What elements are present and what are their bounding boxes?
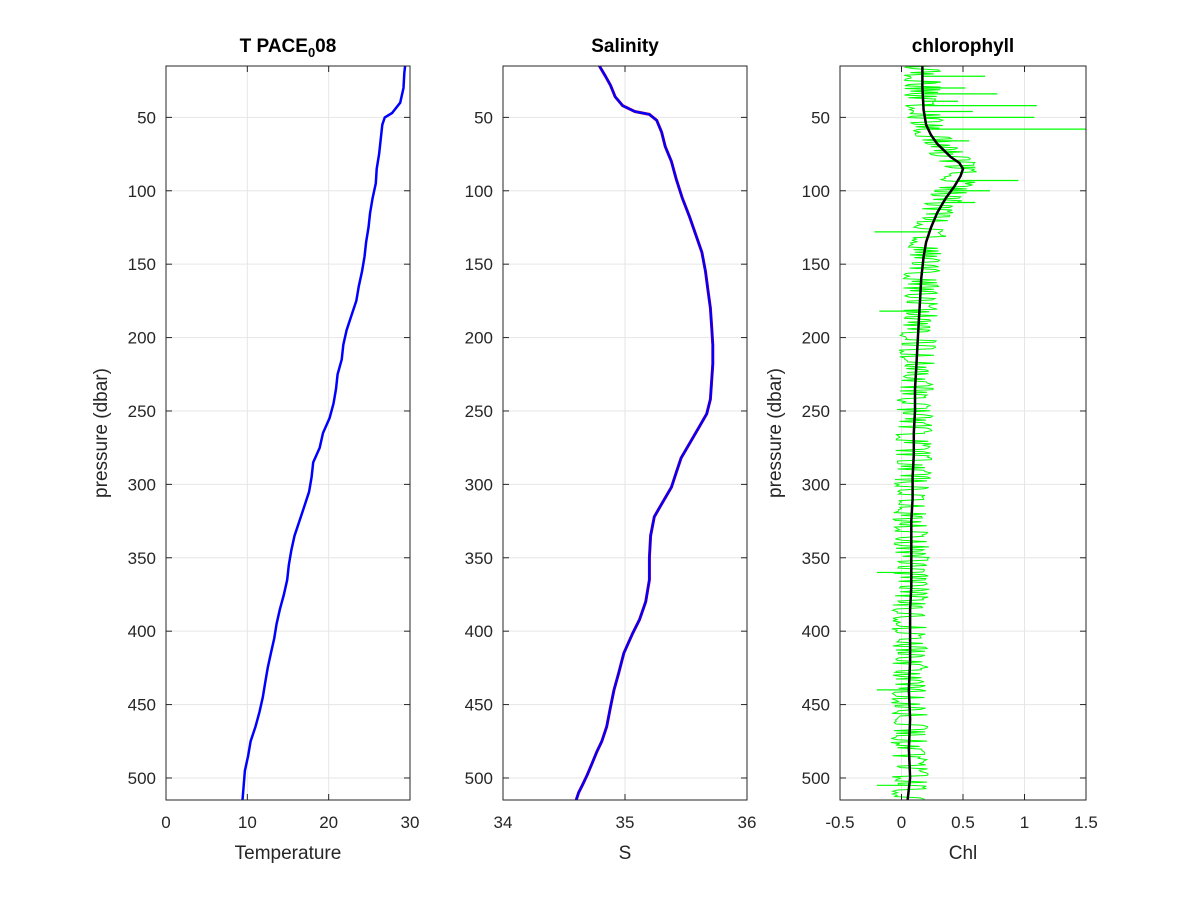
y-tick-label: 100: [128, 182, 156, 201]
y-tick-label: 100: [802, 182, 830, 201]
x-tick-label: 35: [616, 813, 635, 832]
x-tick-label: 0: [161, 813, 170, 832]
chart-title: chlorophyll: [912, 36, 1014, 57]
y-tick-label: 50: [137, 108, 156, 127]
series-line-0: [241, 66, 407, 800]
y-tick-label: 350: [465, 549, 493, 568]
x-tick-label: 0.5: [951, 813, 975, 832]
y-tick-label: 200: [802, 329, 830, 348]
y-tick-label: 350: [128, 549, 156, 568]
chart-title: T PACE008: [240, 36, 337, 60]
y-tick-label: 250: [802, 402, 830, 421]
y-tick-label: 200: [128, 329, 156, 348]
y-tick-label: 150: [128, 255, 156, 274]
y-tick-label: 400: [802, 622, 830, 641]
x-tick-label: 20: [319, 813, 338, 832]
x-tick-label: 34: [494, 813, 513, 832]
y-tick-label: 200: [465, 329, 493, 348]
chart-title: Salinity: [591, 36, 659, 57]
y-tick-label: 300: [128, 475, 156, 494]
data-layer: [874, 66, 1086, 800]
y-tick-label: 500: [128, 769, 156, 788]
y-tick-label: 300: [802, 475, 830, 494]
y-tick-label: 50: [811, 108, 830, 127]
x-axis-label: S: [619, 843, 632, 864]
series-line-1: [574, 66, 715, 800]
y-axis-label: pressure (dbar): [765, 368, 786, 498]
panel-chlorophyll: -0.5 0 0.5 1 1.5 50 100 150 200 250 300 350 400 450 50…: [765, 36, 1098, 864]
y-tick-label: 250: [128, 402, 156, 421]
y-tick-label: 450: [802, 696, 830, 715]
y-tick-label: 100: [465, 182, 493, 201]
axes-box: [165, 65, 411, 801]
y-tick-label: 250: [465, 402, 493, 421]
y-tick-label: 50: [474, 108, 493, 127]
panel-temperature: 0 10 20 30 50 100 150 200 250 300 350 400 450 500 Temp…: [91, 36, 419, 864]
y-tick-label: 450: [465, 696, 493, 715]
panel-salinity: 34 35 36 50 100 150 200 250 300 350 400 450 500 S Sali…: [465, 36, 757, 864]
x-tick-label: 10: [238, 813, 257, 832]
x-tick-label: 1.5: [1074, 813, 1098, 832]
y-tick-label: 300: [465, 475, 493, 494]
y-tick-label: 400: [128, 622, 156, 641]
y-tick-label: 150: [802, 255, 830, 274]
x-axis-label: Chl: [949, 843, 978, 864]
y-tick-label: 400: [465, 622, 493, 641]
data-layer: [574, 66, 715, 800]
x-tick-label: 1: [1020, 813, 1029, 832]
y-axis-label: pressure (dbar): [91, 368, 112, 498]
x-axis-label: Temperature: [235, 843, 342, 864]
data-layer: [241, 66, 407, 800]
series-line-1: [906, 66, 965, 800]
y-tick-label: 350: [802, 549, 830, 568]
y-tick-label: 500: [802, 769, 830, 788]
x-tick-label: 30: [401, 813, 420, 832]
y-tick-label: 450: [128, 696, 156, 715]
y-tick-label: 150: [465, 255, 493, 274]
x-tick-label: 36: [738, 813, 757, 832]
x-tick-label: 0: [897, 813, 906, 832]
y-tick-label: 500: [465, 769, 493, 788]
x-tick-label: -0.5: [825, 813, 854, 832]
